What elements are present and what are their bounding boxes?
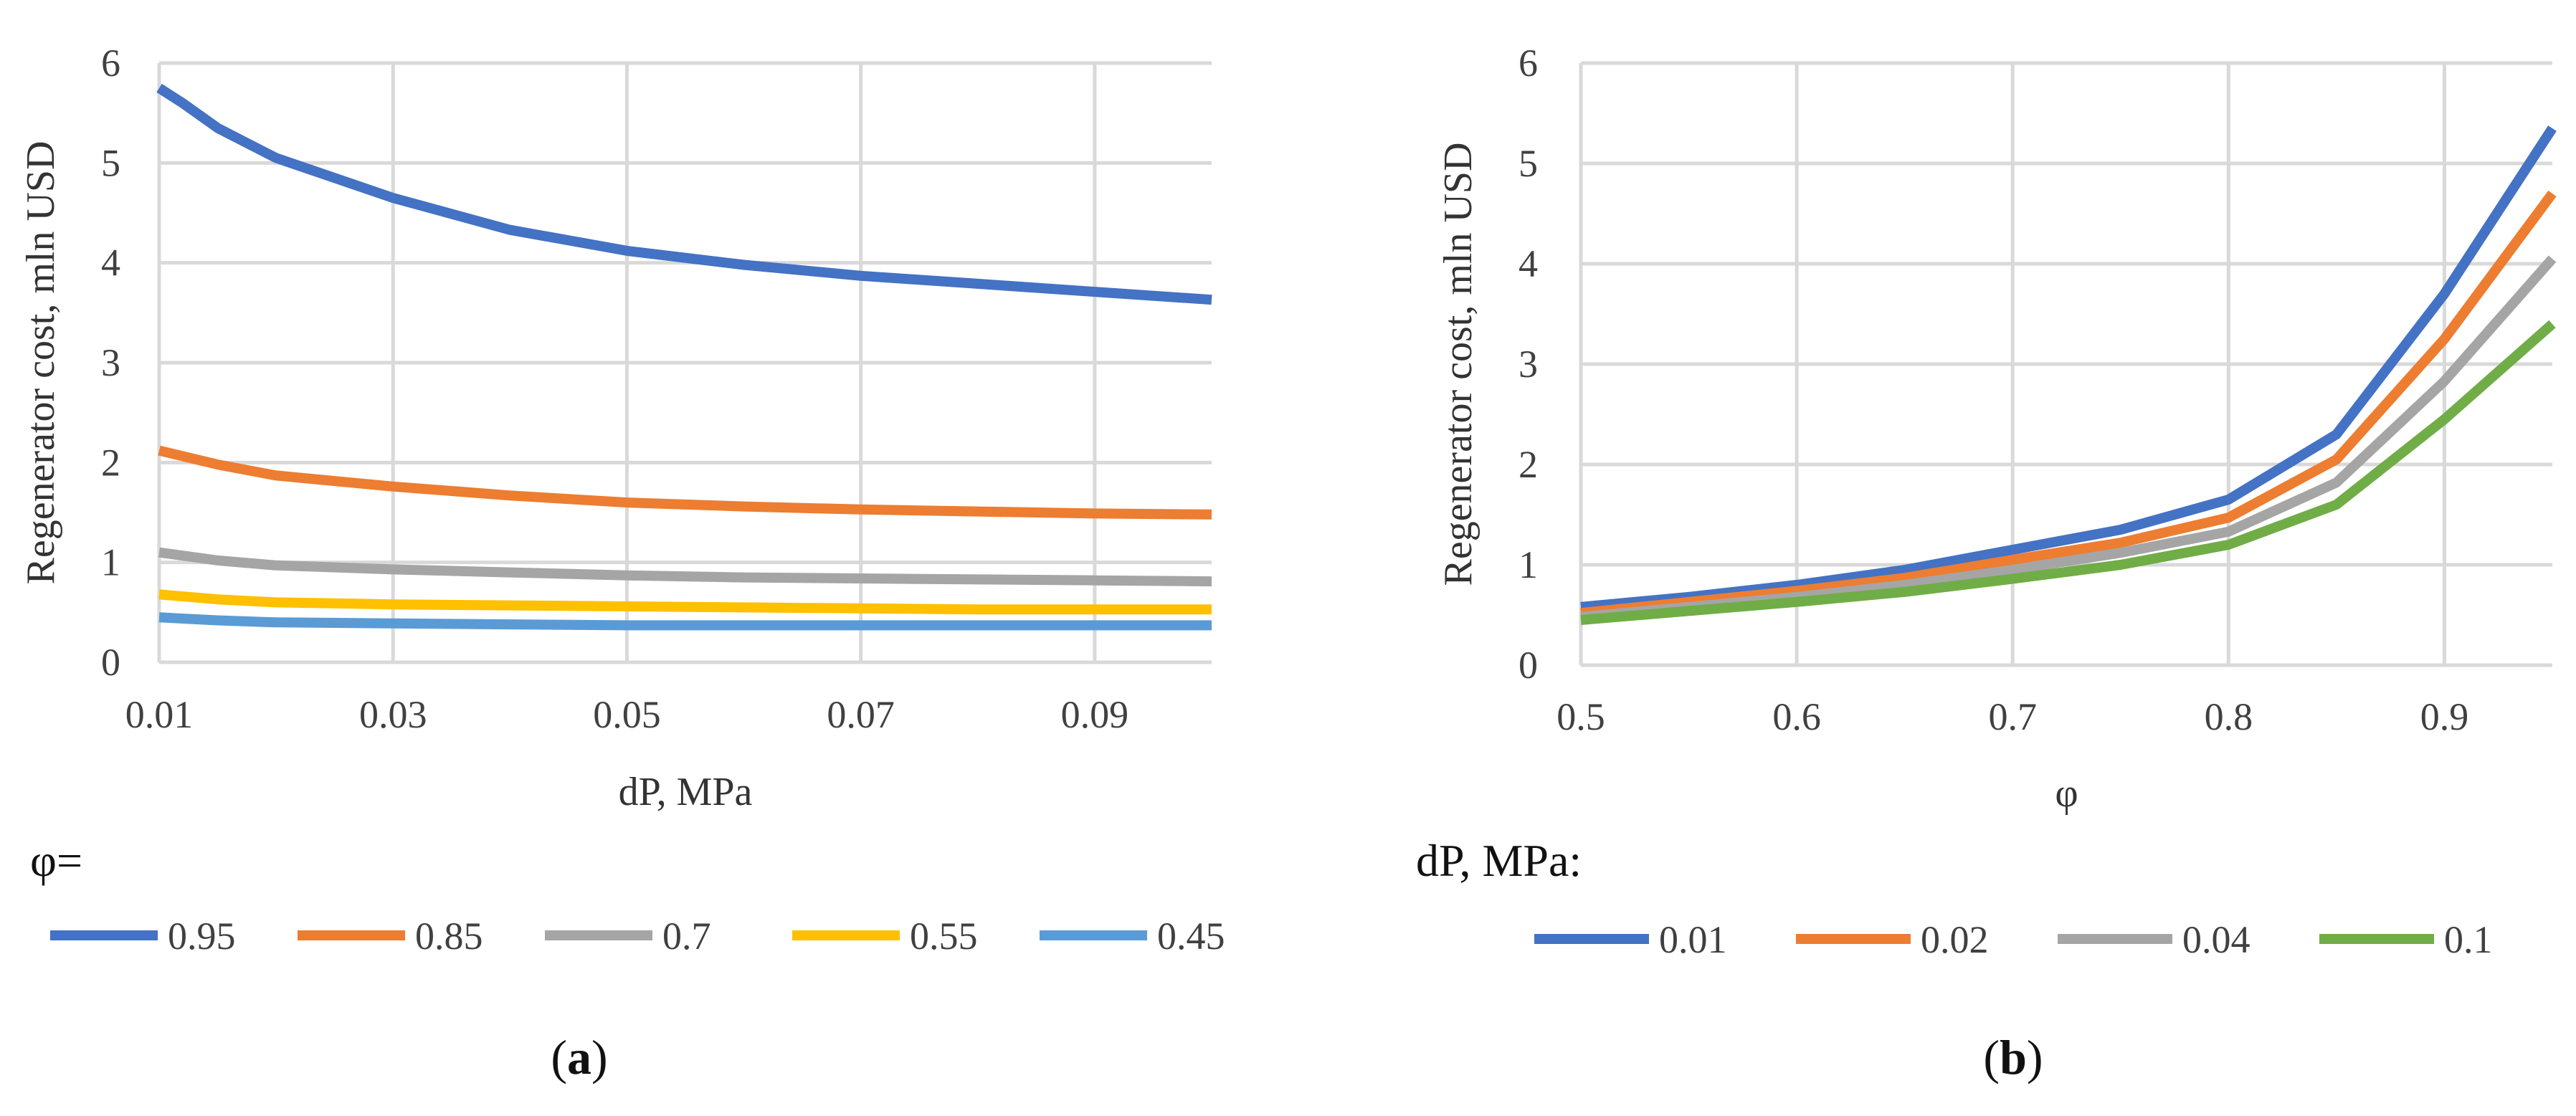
chart-panel-b: 0 1 2 3 4 5 6 0.5 0.6 0.7 0.8 0.9 φ Regenerator cost,… [1416,42,2557,1084]
y-tick-label: 4 [101,242,120,285]
y-axis-title: Regenerator cost, mln USD [1436,143,1481,586]
panel-label-letter: a [567,1030,591,1084]
legend-item: 0.55 [792,915,978,958]
legend-item: 0.85 [298,915,483,958]
legend-item: 0.1 [2319,918,2493,961]
legend-title: φ= [30,835,82,886]
legend-label: 0.04 [2182,918,2251,961]
legend-item: 0.01 [1534,918,1727,961]
y-tick-label: 0 [1518,644,1538,687]
y-tick-label: 2 [101,441,120,484]
y-tick-label: 2 [1518,443,1538,486]
series-line-0.85 [158,445,1212,520]
panel-label-close: ) [591,1030,608,1084]
series-line-0.02 [1580,190,2557,619]
panel-label-open: ( [551,1030,567,1084]
x-axis-title: dP, MPa [619,770,753,814]
legend-label: 0.55 [910,915,978,958]
y-tick-label: 6 [101,42,120,85]
chart-panel-a: 0 1 2 3 4 5 6 0.01 0.03 0.05 0.07 0.09 dP, MPa Regene… [19,42,1225,1084]
y-tick-label: 1 [1518,543,1538,586]
x-tick-label: 0.6 [1772,695,1821,738]
panel-label: (a) [551,1030,607,1084]
x-tick-label: 0.03 [359,693,427,736]
y-tick-label: 3 [101,341,120,384]
legend-label: 0.95 [168,915,236,958]
x-tick-label: 0.8 [2205,695,2253,738]
series-line-0.95 [156,83,1212,305]
panel-label-open: ( [1983,1030,2000,1084]
series-line-0.45 [158,612,1212,631]
legend-label: 0.01 [1659,918,1727,961]
x-tick-label: 0.9 [2420,695,2469,738]
x-axis-title: φ [2055,771,2078,816]
x-tick-label: 0.05 [593,693,661,736]
legend-item: 0.02 [1796,918,1989,961]
panel-label-close: ) [2027,1030,2043,1084]
series-line-0.7 [158,547,1212,587]
x-tick-label: 0.5 [1556,695,1605,738]
y-tick-label: 0 [101,641,120,684]
legend-item: 0.04 [2058,918,2251,961]
x-tick-label: 0.01 [125,693,194,736]
y-tick-label: 5 [101,141,120,184]
y-tick-label: 3 [1518,343,1538,386]
x-tick-label: 0.7 [1988,695,2037,738]
legend-label: 0.85 [415,915,483,958]
legend-label: 0.1 [2444,918,2493,961]
legend-label: 0.45 [1157,915,1225,958]
series-line-0.1 [1580,320,2556,625]
x-tick-label: 0.07 [827,693,895,736]
legend-item: 0.45 [1040,915,1225,958]
y-tick-label: 1 [101,541,120,584]
panel-label-letter: b [2000,1030,2027,1084]
y-tick-label: 4 [1518,242,1538,285]
x-tick-label: 0.09 [1061,693,1129,736]
series-line-0.55 [158,589,1212,615]
y-tick-label: 6 [1518,42,1538,85]
legend-item: 0.7 [545,915,711,958]
legend-label: 0.7 [662,915,711,958]
panel-label: (b) [1983,1030,2043,1084]
y-axis-title: Regenerator cost, mln USD [19,141,63,585]
y-tick-label: 5 [1518,142,1538,185]
legend-item: 0.95 [50,915,236,958]
legend-title: dP, MPa: [1416,835,1582,886]
legend-label: 0.02 [1921,918,1989,961]
series-line-0.01 [1580,125,2557,612]
